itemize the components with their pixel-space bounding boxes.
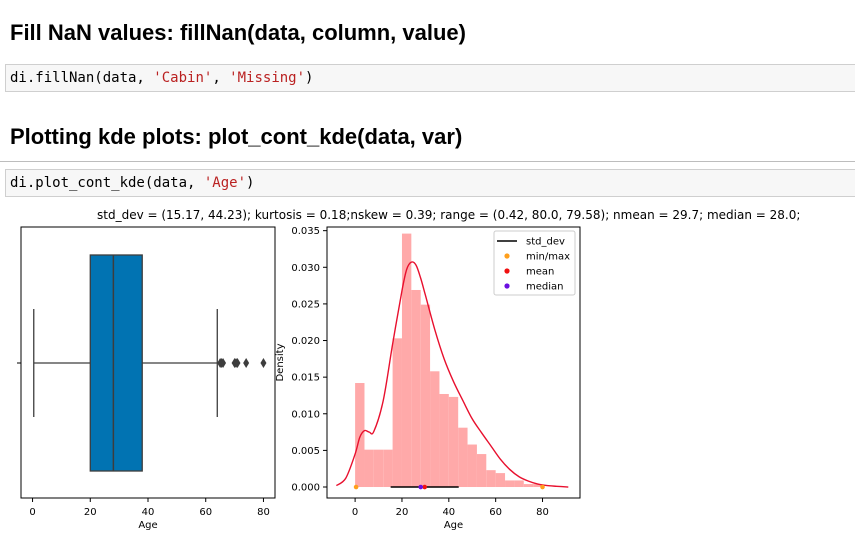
code-cell-fillnan[interactable]: di.fillNan(data, 'Cabin', 'Missing') [5, 64, 855, 92]
histogram-bar [533, 484, 543, 488]
histogram-bar [458, 427, 468, 488]
kde-x-tick-label: 20 [396, 507, 409, 518]
code-string: 'Cabin' [153, 70, 213, 86]
histogram-bar [401, 233, 412, 488]
histogram-bar [448, 396, 459, 488]
histogram-bar [364, 449, 374, 488]
kde-x-axis-label: Age [444, 520, 463, 531]
min-marker [353, 484, 359, 490]
box-outlier-point [243, 358, 250, 368]
kde-curve [335, 261, 569, 488]
histogram-bar [411, 289, 421, 488]
boxplot-x-tick-label: 0 [29, 507, 35, 518]
kde-x-tick-label: 60 [489, 507, 502, 518]
code-text: ) [246, 175, 255, 191]
kde-y-tick-label: 0.015 [291, 373, 320, 384]
boxplot-x-tick-label: 20 [84, 507, 97, 518]
histogram-bar [523, 484, 534, 488]
kde-plot-axes: 0 20 40 60 80 0.000 0.005 0.010 0.015 0.020 0.025 0… [275, 226, 581, 531]
code-cell-kde[interactable]: di.plot_cont_kde(data, 'Age') [5, 169, 855, 197]
code-text: ) [305, 70, 314, 86]
kde-y-tick-label: 0.005 [291, 446, 320, 457]
kde-x-tick-label: 40 [442, 507, 455, 518]
histogram-bar [486, 470, 496, 488]
histogram-bar [439, 393, 449, 488]
stats-output-text: std_dev = (15.17, 44.23); kurtosis = 0.1… [97, 208, 801, 222]
histogram-bar [430, 371, 440, 488]
legend-minmax-swatch [504, 253, 510, 259]
boxplot-axes: 0 20 40 60 80 Age [17, 226, 276, 531]
divider [0, 161, 855, 162]
histogram-bar [514, 480, 524, 488]
box-outlier-point [220, 358, 227, 368]
kde-y-tick-label: 0.035 [291, 226, 320, 237]
legend-entry-label: median [526, 282, 564, 293]
kde-y-tick-label: 0.025 [291, 299, 320, 310]
histogram-bar [495, 473, 506, 488]
histogram-bar [355, 383, 365, 488]
legend-mean-swatch [504, 268, 510, 274]
legend-entry-label: std_dev [526, 237, 565, 248]
boxplot-x-tick-label: 60 [199, 507, 212, 518]
code-text: , [212, 70, 230, 86]
boxplot-x-tick-label: 40 [142, 507, 155, 518]
code-text: di.fillNan(data, [10, 70, 154, 86]
legend-entry-label: mean [526, 267, 554, 278]
median-marker [418, 484, 424, 490]
histogram-bar [383, 449, 393, 488]
histogram-bar [467, 444, 477, 488]
box-iqr [89, 254, 143, 472]
legend-entry-label: min/max [526, 252, 570, 263]
histogram-bar [373, 449, 384, 488]
legend: std_dev min/max mean median [493, 230, 576, 296]
box-outlier-point [234, 358, 241, 368]
legend-box [493, 230, 576, 296]
mean-marker [422, 484, 427, 490]
boxplot-x-axis-label: Age [138, 520, 157, 531]
section-heading-kde: Plotting kde plots: plot_cont_kde(data, … [10, 124, 463, 149]
code-string: 'Age' [203, 175, 247, 191]
kde-x-tick-label: 80 [536, 507, 549, 518]
legend-median-swatch [504, 283, 510, 289]
kde-plot-frame [326, 226, 581, 499]
max-marker [540, 484, 545, 490]
histogram-bar [392, 338, 402, 488]
histogram-bar [420, 304, 431, 488]
kde-y-tick-label: 0.030 [291, 263, 320, 274]
code-text: di.plot_cont_kde(data, [10, 175, 204, 191]
kde-y-tick-label: 0.000 [291, 483, 320, 494]
kde-y-tick-label: 0.010 [291, 409, 320, 420]
code-string: 'Missing' [229, 70, 306, 86]
kde-y-tick-label: 0.020 [291, 336, 320, 347]
histogram-bar [505, 480, 515, 488]
kde-y-axis-label: Density [275, 343, 286, 381]
kde-x-tick-label: 0 [352, 507, 358, 518]
boxplot-x-tick-label: 80 [257, 507, 270, 518]
histogram-bar [476, 454, 487, 488]
section-heading-fillnan: Fill NaN values: fillNan(data, column, v… [10, 20, 466, 45]
box-outlier-point [260, 358, 267, 368]
